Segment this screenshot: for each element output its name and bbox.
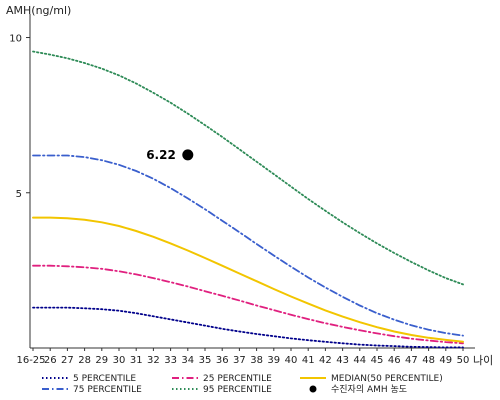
series-layer bbox=[32, 50, 464, 349]
x-tick-label: 49 bbox=[439, 355, 452, 366]
x-tick-label: 46 bbox=[388, 355, 401, 366]
series-line-1 bbox=[32, 264, 464, 345]
x-tick-label: 35 bbox=[199, 355, 212, 366]
x-tick-label: 47 bbox=[405, 355, 418, 366]
x-tick-label: 32 bbox=[147, 355, 160, 366]
legend-marker bbox=[309, 385, 317, 393]
x-tick-label: 39 bbox=[267, 355, 280, 366]
x-tick-label: 44 bbox=[353, 355, 366, 366]
x-tick-label: 48 bbox=[422, 355, 435, 366]
x-tick-label: 26 bbox=[44, 355, 57, 366]
series-line-3 bbox=[32, 154, 464, 337]
x-tick-label: 38 bbox=[250, 355, 263, 366]
series-line-2 bbox=[32, 216, 464, 343]
x-tick-label: 30 bbox=[113, 355, 126, 366]
series-line-4 bbox=[32, 50, 464, 286]
legend-label: 25 PERCENTILE bbox=[203, 374, 272, 384]
series-line-0 bbox=[32, 306, 464, 349]
legend-label: 5 PERCENTILE bbox=[73, 374, 136, 384]
legend: 5 PERCENTILE 25 PERCENTILE MEDIAN(50 PERCE… bbox=[42, 374, 443, 395]
y-axis-title: AMH(ng/ml) bbox=[6, 4, 71, 17]
legend-label: 75 PERCENTILE bbox=[73, 385, 142, 395]
y-tick-label: 5 bbox=[16, 189, 22, 200]
x-tick-label: 27 bbox=[61, 355, 74, 366]
x-axis-title: 나이 bbox=[473, 354, 493, 367]
x-tick-label: 31 bbox=[130, 355, 143, 366]
x-tick-label: 50 bbox=[457, 355, 470, 366]
x-tick-label: 16-25 bbox=[16, 355, 45, 366]
x-tick-label: 37 bbox=[233, 355, 246, 366]
x-tick-label: 45 bbox=[371, 355, 384, 366]
points-layer: 6.22 bbox=[146, 148, 194, 162]
x-tick-label: 43 bbox=[336, 355, 349, 366]
x-tick-label: 33 bbox=[164, 355, 177, 366]
legend-label: 95 PERCENTILE bbox=[203, 385, 272, 395]
y-tick-label: 10 bbox=[9, 34, 22, 45]
legend-label: MEDIAN(50 PERCENTILE) bbox=[331, 374, 443, 384]
x-tick-label: 41 bbox=[302, 355, 315, 366]
x-tick-label: 34 bbox=[181, 355, 194, 366]
data-point-label: 6.22 bbox=[146, 148, 176, 162]
legend-label: 수진자의 AMH 농도 bbox=[331, 384, 407, 395]
x-tick-label: 36 bbox=[216, 355, 229, 366]
x-tick-label: 29 bbox=[95, 355, 108, 366]
data-point-0 bbox=[182, 149, 194, 161]
x-tick-label: 42 bbox=[319, 355, 332, 366]
x-tick-label: 28 bbox=[78, 355, 91, 366]
x-tick-label: 40 bbox=[285, 355, 298, 366]
